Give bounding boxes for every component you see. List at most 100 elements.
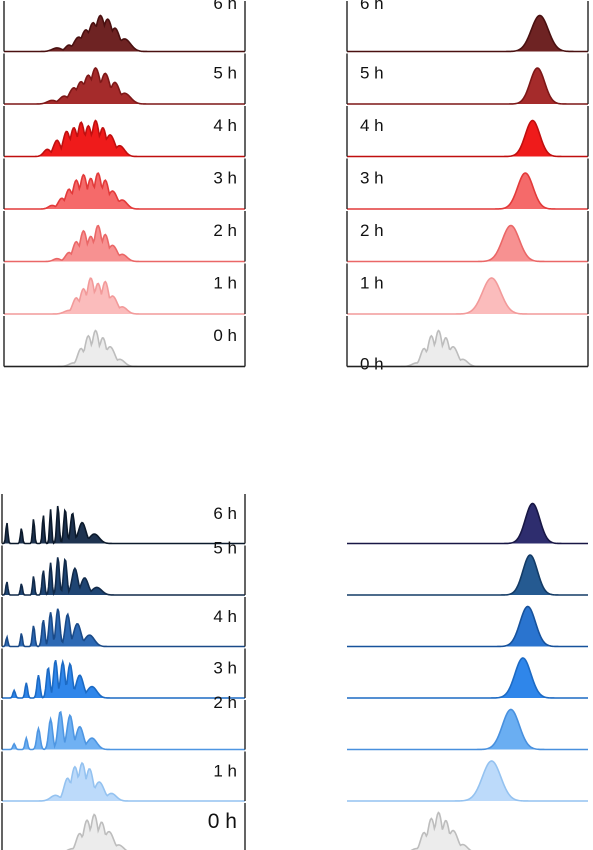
ridge-row: 3 h [4,169,245,210]
density-outline [4,119,245,158]
density-area [2,660,245,698]
density-outline [347,119,588,158]
ridge-row [347,657,588,699]
row-label: 3 h [360,169,384,188]
density-area [2,763,245,801]
row-frame [1,751,246,801]
panel-top-left: 6 h 5 h 4 h 3 h 2 h 1 h 0 h [3,0,246,368]
density-outline [4,329,245,368]
row-label: 4 h [213,116,237,135]
ridge-row: 1 h [347,274,588,315]
row-label: 4 h [213,607,237,626]
density-area [347,658,588,698]
row-frame [1,648,246,698]
row-label: 0 h [360,355,384,374]
row-label: 4 h [360,116,384,135]
density-outline [2,710,245,751]
ridge-row [347,554,588,596]
density-outline [347,277,588,315]
density-outline [4,67,245,105]
density-outline [4,224,245,263]
row-label: 5 h [360,64,384,83]
density-area [4,120,245,157]
density-area [347,761,588,801]
density-outline [2,608,245,648]
row-label: 3 h [213,659,237,678]
ridge-row [410,811,472,850]
row-label: 2 h [213,221,237,240]
density-outline [347,14,588,53]
density-area [68,814,126,850]
row-frame [346,158,589,209]
density-area [4,15,245,52]
panel-bottom-left: 6 h 5 h 4 h 3 h 2 h 1 h 0 h [1,494,246,850]
ridge-row: 3 h [347,169,588,210]
ridge-row: 1 h [4,274,245,315]
density-outline [347,708,588,751]
density-outline [2,761,245,802]
density-outline [347,657,588,699]
row-frame [3,158,246,209]
row-frame [1,494,246,544]
density-outline [4,14,245,53]
density-area [347,709,588,750]
ridge-row: 2 h [347,221,588,263]
density-area [347,68,588,104]
ridge-row: 6 h [347,0,588,53]
row-frame [346,263,589,314]
ridge-row: 4 h [347,116,588,158]
density-area [2,506,245,544]
density-outline [2,658,245,699]
row-label: 1 h [213,274,237,293]
row-frame [3,1,246,52]
ridge-row: 3 h [2,659,245,699]
row-label: 0 h [213,326,237,345]
panel-bottom-right [347,502,588,850]
row-frame [346,53,589,104]
row-label: 6 h [213,504,237,523]
row-label: 5 h [213,539,237,558]
density-area [4,173,245,209]
row-label: 2 h [213,693,237,712]
row-frame [346,316,589,367]
ridge-row: 6 h [1,504,245,545]
density-outline [4,277,245,315]
density-area [2,557,245,595]
density-outline [347,760,588,802]
ridge-row: 5 h [4,64,245,105]
ridge-row [347,605,588,648]
ridge-row: 2 h [4,221,245,263]
row-frame [1,597,246,647]
row-frame [3,106,246,157]
row-frame [346,1,589,52]
density-outline [347,502,588,545]
ridge-row: 0 h [66,810,237,850]
row-label: 2 h [360,221,384,240]
ridge-row [347,708,588,751]
row-label: 5 h [213,64,237,83]
density-outline [66,813,128,850]
row-label: 6 h [360,0,384,13]
ridge-row [347,502,588,545]
row-frame [3,263,246,314]
row-label: 6 h [213,0,237,13]
density-outline [347,67,588,105]
density-area [347,15,588,52]
row-label: 0 h [208,810,237,833]
row-frame [1,545,246,595]
panel-top-right: 6 h 5 h 4 h 3 h 2 h 1 h 0 h [346,0,589,374]
density-outline [1,505,245,545]
density-outline [410,811,472,850]
density-area [2,712,245,750]
row-frame [3,53,246,104]
density-area [347,503,588,544]
ridge-row: 6 h [4,0,245,53]
density-outline [1,557,245,597]
density-area [347,606,588,647]
ridge-row: 0 h [4,326,245,368]
row-label: 3 h [213,169,237,188]
density-area [412,812,471,850]
density-area [347,173,588,209]
ridge-row [347,760,588,802]
